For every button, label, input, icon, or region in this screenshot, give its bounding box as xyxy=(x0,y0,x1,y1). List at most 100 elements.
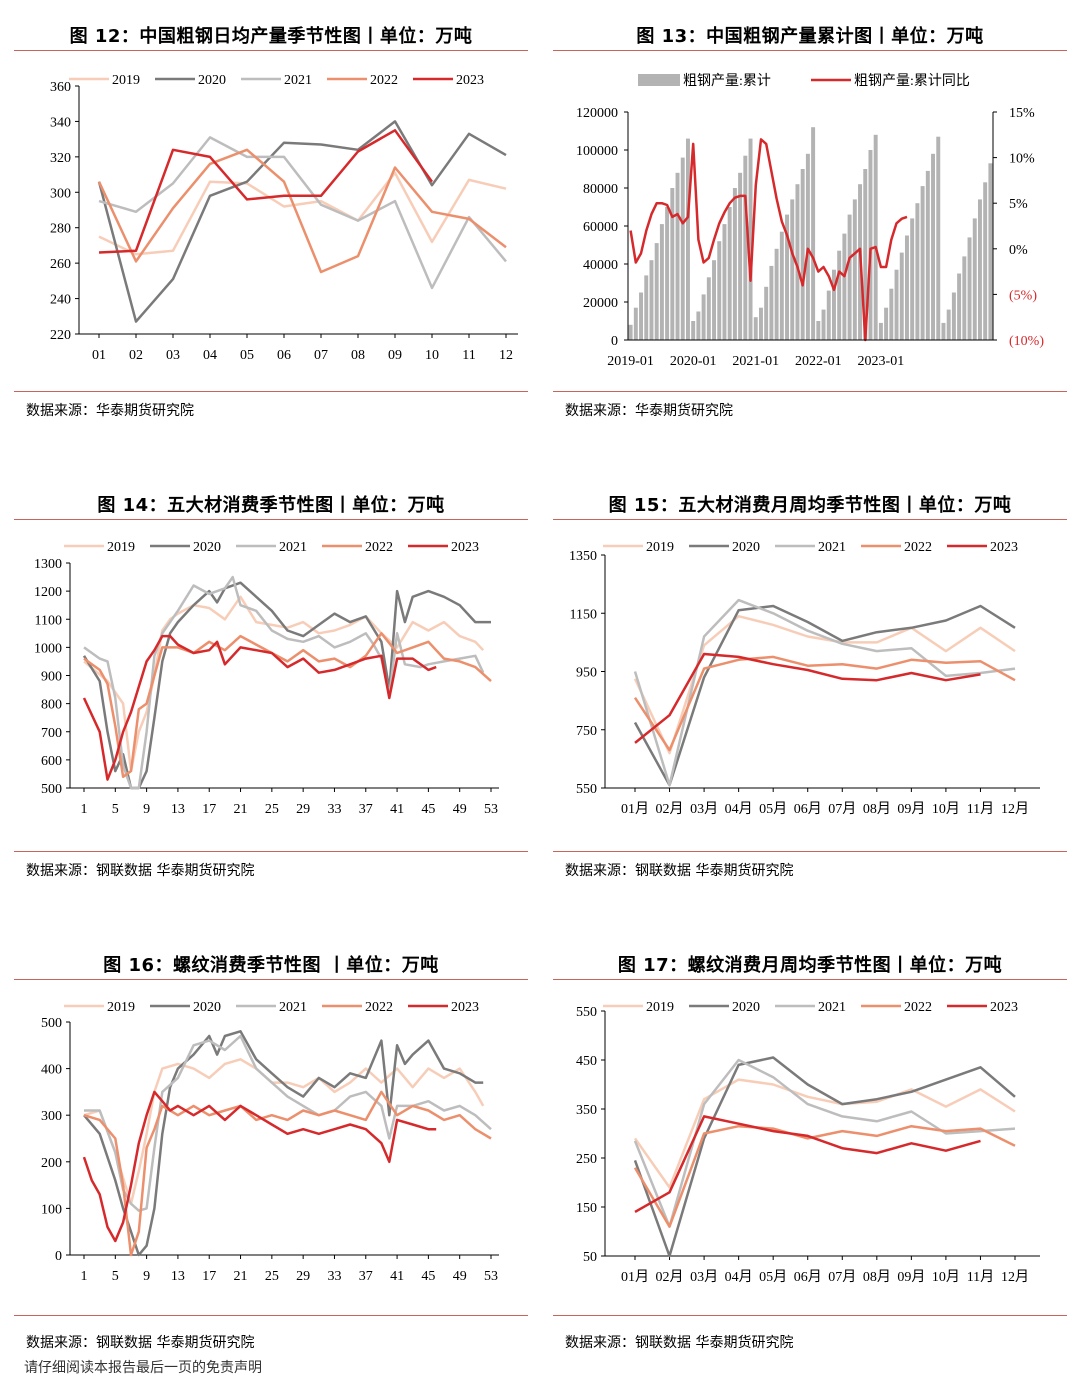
bar xyxy=(628,324,633,340)
y-tick-label: 220 xyxy=(50,328,71,343)
chart-fig12: 220 240 260 280 300 320 340 360 01 02 03 04 05 06 07 08… xyxy=(50,73,518,363)
legend-label: 2023 xyxy=(451,1000,479,1015)
x-tick-label: 09月 xyxy=(897,1269,925,1285)
series-line-2020 xyxy=(97,120,507,323)
bar xyxy=(659,224,664,340)
series-line-2021 xyxy=(633,598,1016,787)
x-tick-label: 12月 xyxy=(1001,801,1029,817)
x-tick-label: 05 xyxy=(240,348,254,363)
bar xyxy=(748,138,753,340)
y-tick-label: 500 xyxy=(41,782,62,797)
x-tick-label: 2022-01 xyxy=(795,354,842,369)
bar xyxy=(779,231,784,340)
x-tick-label: 53 xyxy=(484,1269,498,1284)
y-tick-label: 1100 xyxy=(35,613,62,628)
series-line-2023 xyxy=(98,129,434,254)
bar xyxy=(972,218,977,340)
x-tick-label: 08月 xyxy=(863,801,891,817)
bar xyxy=(785,214,790,340)
y-tick-label: 750 xyxy=(576,724,597,739)
x-tick-label: 12月 xyxy=(1001,1269,1029,1285)
y2-tick-label: (5%) xyxy=(1009,288,1037,303)
bar xyxy=(873,134,878,340)
bar xyxy=(790,199,795,340)
series-line-2021 xyxy=(633,1058,1016,1228)
chart-title: 图 14：五大材消费季节性图丨单位：万吨 xyxy=(97,495,445,516)
bar xyxy=(868,150,873,340)
x-tick-label: 53 xyxy=(484,802,498,817)
y-tick-label: 40000 xyxy=(583,258,618,273)
legend-label: 2023 xyxy=(990,540,1018,555)
x-tick-label: 02 xyxy=(129,348,143,363)
bar xyxy=(758,307,763,340)
bar xyxy=(727,207,732,340)
y2-tick-label: 10% xyxy=(1009,152,1035,167)
panel-fig12: 图 12：中国粗钢日均产量季节性图丨单位：万吨 220 240 260 280 300 3… xyxy=(14,8,528,448)
x-tick-label: 10月 xyxy=(932,801,960,817)
x-tick-label: 2020-01 xyxy=(670,354,717,369)
x-tick-label: 01月 xyxy=(621,1269,649,1285)
bar xyxy=(743,155,748,340)
legend-label: 2020 xyxy=(193,540,221,555)
x-tick-label: 03月 xyxy=(690,801,718,817)
bar xyxy=(847,214,852,340)
y-tick-label: 50 xyxy=(583,1250,597,1265)
x-tick-label: 10 xyxy=(425,348,439,363)
x-tick-label: 21 xyxy=(234,1269,248,1284)
legend-label: 2023 xyxy=(456,73,484,88)
y-tick-label: 0 xyxy=(611,334,618,349)
series-line-2022 xyxy=(97,148,507,274)
x-tick-label: 9 xyxy=(143,1269,150,1284)
bar xyxy=(915,203,920,340)
source-rule xyxy=(553,391,1067,392)
series-line-2019 xyxy=(98,171,507,256)
title-rule xyxy=(14,979,528,980)
bar xyxy=(665,207,670,340)
legend-label: 2022 xyxy=(365,1000,393,1015)
series-line-2022 xyxy=(633,655,1016,752)
bar xyxy=(753,317,758,340)
chart-fig14: 500 600 700 800 900 1000 1100 1200 1300 1 5 9 13 17 21… xyxy=(34,540,499,817)
y2-tick-label: 5% xyxy=(1009,197,1028,212)
x-tick-label: 05月 xyxy=(759,1269,787,1285)
legend-swatch xyxy=(638,74,680,86)
x-tick-label: 49 xyxy=(453,1269,467,1284)
bar xyxy=(967,237,972,340)
y-tick-label: 60000 xyxy=(583,220,618,235)
source-text: 数据来源：钢联数据 华泰期货研究院 xyxy=(565,1335,794,1351)
series-line-2023 xyxy=(82,1090,437,1243)
y-tick-label: 400 xyxy=(41,1063,62,1078)
bar xyxy=(852,199,857,340)
bar xyxy=(639,292,644,340)
source-text: 数据来源：钢联数据 华泰期货研究院 xyxy=(26,863,255,879)
bar xyxy=(706,277,711,340)
y-tick-label: 500 xyxy=(41,1016,62,1031)
bar xyxy=(983,182,988,340)
y2-tick-label: (10%) xyxy=(1009,334,1044,349)
x-tick-label: 13 xyxy=(171,802,185,817)
y-tick-label: 1300 xyxy=(34,557,62,572)
chart-title: 图 13：中国粗钢产量累计图丨单位：万吨 xyxy=(636,26,984,47)
y-tick-label: 280 xyxy=(50,222,71,237)
bar xyxy=(904,235,909,340)
bar xyxy=(722,224,727,340)
x-tick-label: 01 xyxy=(92,348,106,363)
panel-fig16: 图 16：螺纹消费季节性图 丨单位：万吨 0 100 200 300 400 500 1 5 9… xyxy=(14,937,528,1377)
x-tick-label: 03 xyxy=(166,348,180,363)
bar xyxy=(633,307,638,340)
x-tick-label: 9 xyxy=(143,802,150,817)
panel-fig13: 图 13：中国粗钢产量累计图丨单位：万吨 0 20000 40000 60000 800… xyxy=(553,8,1067,448)
bar xyxy=(685,138,690,340)
x-tick-label: 2023-01 xyxy=(858,354,905,369)
bar xyxy=(826,290,831,340)
y-tick-label: 1000 xyxy=(34,641,62,656)
x-tick-label: 07 xyxy=(314,348,328,363)
legend-label: 2022 xyxy=(904,540,932,555)
chart-title: 图 15：五大材消费月周均季节性图丨单位：万吨 xyxy=(608,495,1012,516)
x-tick-label: 04月 xyxy=(725,801,753,817)
x-tick-label: 17 xyxy=(202,1269,216,1284)
source-rule xyxy=(14,851,528,852)
series-line-2019 xyxy=(633,1078,1016,1189)
bar xyxy=(670,188,675,340)
chart-fig15: 550 750 950 1150 1350 01月 02月 03月 04月 05月 06月 07月 08… xyxy=(569,540,1040,817)
